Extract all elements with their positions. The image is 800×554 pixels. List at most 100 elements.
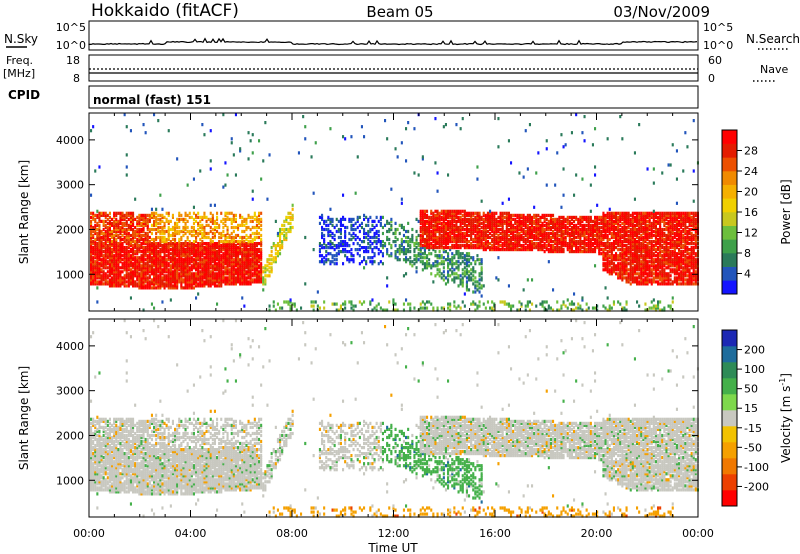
power-cell bbox=[234, 264, 237, 268]
power-cell bbox=[537, 242, 540, 246]
power-cell bbox=[171, 256, 174, 260]
power-cell bbox=[579, 237, 582, 242]
power-cell bbox=[486, 242, 489, 246]
power-cell bbox=[342, 242, 345, 246]
power-cell bbox=[323, 262, 326, 266]
power-cell bbox=[142, 252, 145, 256]
power-cell bbox=[476, 246, 479, 250]
power-cell bbox=[608, 270, 611, 274]
power-cell bbox=[167, 262, 170, 266]
power-cell bbox=[556, 235, 559, 240]
power-cell bbox=[209, 248, 212, 252]
power-cell bbox=[491, 229, 494, 234]
power-cell bbox=[90, 219, 93, 223]
power-cell bbox=[533, 237, 536, 242]
power-cell bbox=[195, 280, 198, 284]
power-cell bbox=[146, 276, 149, 280]
power-cell bbox=[342, 215, 345, 219]
power-cell bbox=[339, 217, 342, 221]
power-cell bbox=[426, 235, 429, 240]
power-cell bbox=[167, 284, 170, 288]
power-cell bbox=[98, 213, 101, 217]
power-cell bbox=[253, 280, 256, 284]
power-cell bbox=[140, 258, 143, 262]
power-cell bbox=[167, 280, 170, 284]
power-cell bbox=[249, 272, 252, 276]
power-cell bbox=[436, 306, 439, 310]
power-cell bbox=[199, 254, 202, 258]
power-cell bbox=[136, 237, 139, 242]
power-cell bbox=[333, 302, 336, 306]
power-cell bbox=[199, 219, 202, 223]
power-cell bbox=[449, 229, 452, 234]
power-cell bbox=[449, 209, 452, 213]
power-cell bbox=[188, 246, 191, 250]
power-cell bbox=[144, 286, 147, 290]
power-cell bbox=[224, 258, 227, 262]
power-cell bbox=[136, 231, 139, 236]
power-cell bbox=[287, 211, 290, 215]
power-cell bbox=[579, 248, 582, 252]
power-cell bbox=[270, 258, 273, 262]
power-cell bbox=[444, 223, 447, 227]
power-cell bbox=[146, 286, 149, 290]
power-cell bbox=[230, 141, 233, 145]
power-cell bbox=[285, 219, 288, 223]
power-cell bbox=[104, 282, 107, 286]
power-cell bbox=[465, 276, 468, 280]
power-cell bbox=[247, 260, 250, 264]
power-cell bbox=[491, 225, 494, 230]
power-cell bbox=[312, 248, 315, 252]
power-cell bbox=[232, 250, 235, 254]
power-cell bbox=[106, 217, 109, 221]
power-cell bbox=[442, 237, 445, 242]
power-cell bbox=[115, 268, 118, 272]
power-cell bbox=[533, 225, 536, 230]
power-cell bbox=[522, 227, 525, 232]
power-cell bbox=[459, 274, 462, 278]
power-cell bbox=[421, 300, 424, 304]
power-cell bbox=[453, 229, 456, 234]
power-cell bbox=[180, 235, 183, 240]
power-cell bbox=[503, 242, 506, 246]
power-cell bbox=[174, 264, 177, 268]
power-cell bbox=[423, 244, 426, 248]
power-cell bbox=[153, 264, 156, 268]
power-cell bbox=[253, 262, 256, 266]
power-cell bbox=[470, 223, 473, 227]
power-cell bbox=[608, 225, 611, 230]
power-cell bbox=[589, 244, 592, 248]
power-cell bbox=[510, 227, 513, 232]
power-cell bbox=[451, 270, 454, 274]
power-cell bbox=[174, 268, 177, 272]
power-cell bbox=[541, 240, 544, 244]
power-cell bbox=[585, 308, 588, 312]
power-cell bbox=[392, 298, 395, 302]
power-cell bbox=[606, 308, 609, 312]
power-cell bbox=[251, 244, 254, 248]
power-cell bbox=[304, 282, 307, 286]
power-cell bbox=[554, 217, 557, 221]
power-cell bbox=[363, 217, 366, 221]
power-cell bbox=[419, 221, 422, 225]
power-cell bbox=[289, 225, 292, 230]
power-cell bbox=[144, 215, 147, 219]
power-cell bbox=[213, 280, 216, 284]
power-cell bbox=[505, 229, 508, 234]
power-cell bbox=[111, 254, 114, 258]
power-cell bbox=[587, 217, 590, 221]
power-cell bbox=[552, 308, 555, 312]
power-cell bbox=[564, 143, 567, 147]
power-cell bbox=[186, 268, 189, 272]
power-cell bbox=[96, 276, 99, 280]
power-cell bbox=[447, 264, 450, 268]
power-cell bbox=[113, 225, 116, 230]
power-cell bbox=[478, 211, 481, 215]
power-cell bbox=[268, 258, 271, 262]
power-cell bbox=[369, 227, 372, 232]
power-cell bbox=[123, 227, 126, 232]
power-cell bbox=[188, 252, 191, 256]
power-cell bbox=[497, 240, 500, 244]
power-cell bbox=[211, 276, 214, 280]
power-cell bbox=[358, 248, 361, 252]
